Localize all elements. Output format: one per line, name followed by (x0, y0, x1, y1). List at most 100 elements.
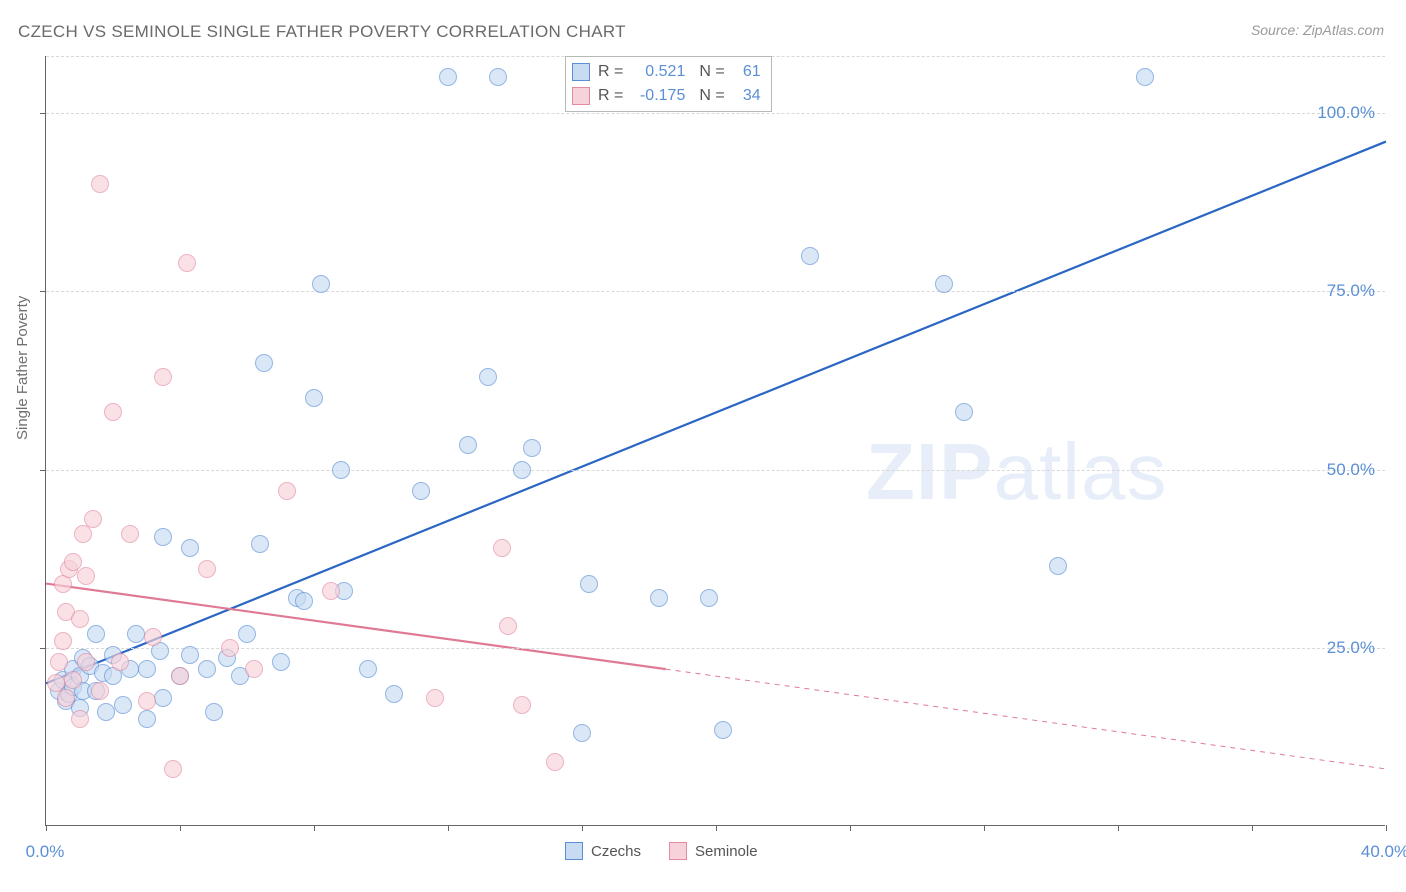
czechs-n-value: 61 (731, 63, 761, 81)
scatter-point (513, 696, 531, 714)
czechs-r-value: 0.521 (629, 63, 685, 81)
scatter-point (493, 539, 511, 557)
scatter-point (251, 535, 269, 553)
legend-label-seminole: Seminole (695, 843, 758, 860)
scatter-point (700, 589, 718, 607)
correlation-legend-row-seminole: R = -0.175 N = 34 (572, 84, 761, 108)
scatter-point (121, 525, 139, 543)
gridline (46, 648, 1385, 649)
scatter-point (955, 403, 973, 421)
scatter-point (935, 275, 953, 293)
chart-container: CZECH VS SEMINOLE SINGLE FATHER POVERTY … (0, 0, 1406, 892)
scatter-point (412, 482, 430, 500)
scatter-point (77, 653, 95, 671)
scatter-point (57, 689, 75, 707)
scatter-point (138, 660, 156, 678)
scatter-point (650, 589, 668, 607)
seminole-n-value: 34 (731, 87, 761, 105)
scatter-point (87, 625, 105, 643)
scatter-point (77, 567, 95, 585)
scatter-point (198, 560, 216, 578)
plot-area: ZIPatlas 25.0%50.0%75.0%100.0% (45, 56, 1385, 826)
scatter-point (104, 403, 122, 421)
scatter-point (312, 275, 330, 293)
y-tick (40, 113, 46, 114)
scatter-point (385, 685, 403, 703)
source-attribution: Source: ZipAtlas.com (1251, 22, 1384, 38)
scatter-point (523, 439, 541, 457)
scatter-point (714, 721, 732, 739)
scatter-point (426, 689, 444, 707)
scatter-point (71, 610, 89, 628)
scatter-point (332, 461, 350, 479)
chart-title: CZECH VS SEMINOLE SINGLE FATHER POVERTY … (18, 22, 626, 42)
x-tick (1386, 825, 1387, 831)
scatter-point (459, 436, 477, 454)
scatter-point (154, 528, 172, 546)
seminole-swatch (572, 87, 590, 105)
scatter-point (198, 660, 216, 678)
n-label: N = (699, 87, 724, 105)
scatter-point (178, 254, 196, 272)
scatter-point (127, 625, 145, 643)
x-tick-label: 40.0% (1361, 842, 1406, 862)
regression-lines-layer (46, 56, 1385, 825)
scatter-point (50, 653, 68, 671)
y-tick-label: 100.0% (1317, 103, 1375, 123)
y-axis-title: Single Father Poverty (14, 296, 31, 440)
scatter-point (272, 653, 290, 671)
scatter-point (154, 368, 172, 386)
y-tick-label: 75.0% (1327, 281, 1375, 301)
x-tick (180, 825, 181, 831)
scatter-point (245, 660, 263, 678)
scatter-point (64, 671, 82, 689)
scatter-point (489, 68, 507, 86)
scatter-point (546, 753, 564, 771)
gridline (46, 113, 1385, 114)
regression-line-dashed-seminole (666, 669, 1386, 769)
scatter-point (295, 592, 313, 610)
scatter-point (138, 710, 156, 728)
czechs-swatch (565, 842, 583, 860)
czechs-swatch (572, 63, 590, 81)
x-tick (582, 825, 583, 831)
scatter-point (580, 575, 598, 593)
scatter-point (513, 461, 531, 479)
scatter-point (499, 617, 517, 635)
scatter-point (91, 682, 109, 700)
legend-item-seminole: Seminole (669, 842, 758, 860)
scatter-point (164, 760, 182, 778)
scatter-point (205, 703, 223, 721)
correlation-legend-row-czechs: R = 0.521 N = 61 (572, 60, 761, 84)
n-label: N = (699, 63, 724, 81)
gridline (46, 291, 1385, 292)
x-tick (46, 825, 47, 831)
scatter-point (154, 689, 172, 707)
scatter-point (171, 667, 189, 685)
scatter-point (181, 539, 199, 557)
r-label: R = (598, 87, 623, 105)
scatter-point (278, 482, 296, 500)
y-tick (40, 648, 46, 649)
x-tick-label: 0.0% (26, 842, 65, 862)
scatter-point (238, 625, 256, 643)
x-tick (850, 825, 851, 831)
scatter-point (111, 653, 129, 671)
seminole-swatch (669, 842, 687, 860)
correlation-legend: R = 0.521 N = 61 R = -0.175 N = 34 (565, 56, 772, 112)
scatter-point (91, 175, 109, 193)
scatter-point (305, 389, 323, 407)
scatter-point (1136, 68, 1154, 86)
x-tick (448, 825, 449, 831)
scatter-point (54, 632, 72, 650)
y-tick (40, 470, 46, 471)
x-tick (716, 825, 717, 831)
scatter-point (255, 354, 273, 372)
legend-item-czechs: Czechs (565, 842, 641, 860)
scatter-point (181, 646, 199, 664)
y-tick (40, 291, 46, 292)
legend-label-czechs: Czechs (591, 843, 641, 860)
scatter-point (71, 710, 89, 728)
scatter-point (322, 582, 340, 600)
scatter-point (114, 696, 132, 714)
